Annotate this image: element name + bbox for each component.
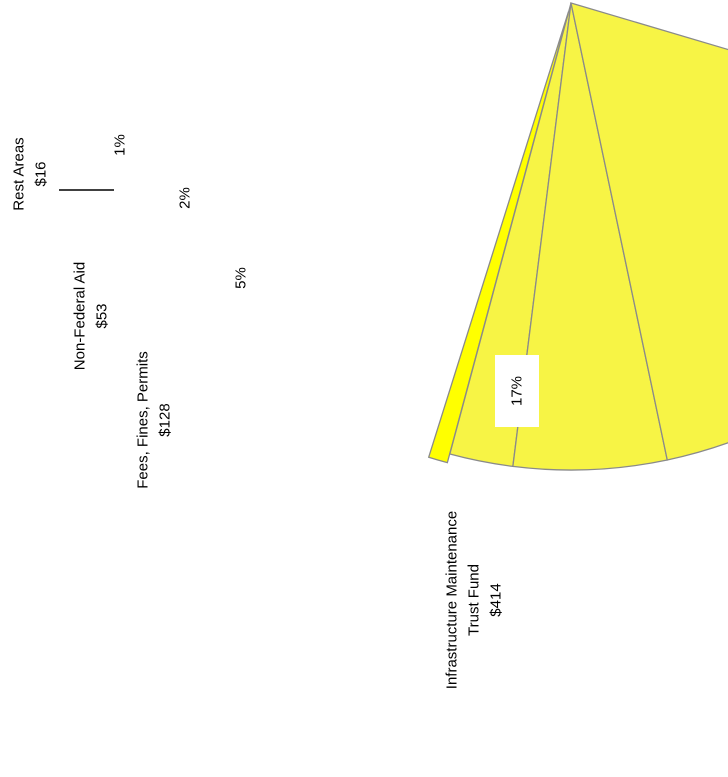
category-label-line: $16 xyxy=(33,161,50,186)
category-label-infrastructure-maintenance: Infrastructure Maintenance Trust Fund $414 xyxy=(444,511,505,689)
category-label-line: Infrastructure Maintenance xyxy=(444,511,461,689)
pie-slice-infrastructure-maintenance xyxy=(570,2,728,461)
percent-label-box xyxy=(495,355,539,427)
percent-text: 1% xyxy=(112,134,129,156)
category-labels: Rest Areas $16 Non-Federal Aid $53 Fees, Fin… xyxy=(11,137,505,689)
percent-text: 5% xyxy=(233,267,250,289)
percent-labels: 1% 2% 5% 17% xyxy=(112,134,539,427)
pie-slices xyxy=(427,2,728,471)
percent-label-fees-fines-permits: 5% xyxy=(219,252,263,304)
category-label-line: $414 xyxy=(488,583,505,616)
category-label-line: Fees, Fines, Permits xyxy=(135,351,152,489)
category-label-rest-areas: Rest Areas $16 xyxy=(11,137,50,210)
category-label-line: Trust Fund xyxy=(466,564,483,636)
pie-slice-rest-areas xyxy=(427,11,570,464)
category-label-line: $128 xyxy=(157,403,174,436)
percent-label-non-federal-aid: 2% xyxy=(163,172,207,224)
category-label-line: Non-Federal Aid xyxy=(72,262,89,370)
category-label-non-federal-aid: Non-Federal Aid $53 xyxy=(72,262,111,370)
category-label-line: $53 xyxy=(94,303,111,328)
label-notch xyxy=(139,162,149,176)
percent-text: 17% xyxy=(509,376,526,406)
pie-slice-fees-fines-permits xyxy=(512,2,669,471)
percent-label-infrastructure-maintenance: 17% xyxy=(495,355,539,427)
category-label-line: Rest Areas xyxy=(11,137,28,210)
percent-text: 2% xyxy=(177,187,194,209)
percent-label-box xyxy=(163,172,207,224)
percent-label-box xyxy=(219,252,263,304)
percent-label-rest-areas: 1% xyxy=(112,134,129,156)
category-label-fees-fines-permits: Fees, Fines, Permits $128 xyxy=(135,351,174,489)
